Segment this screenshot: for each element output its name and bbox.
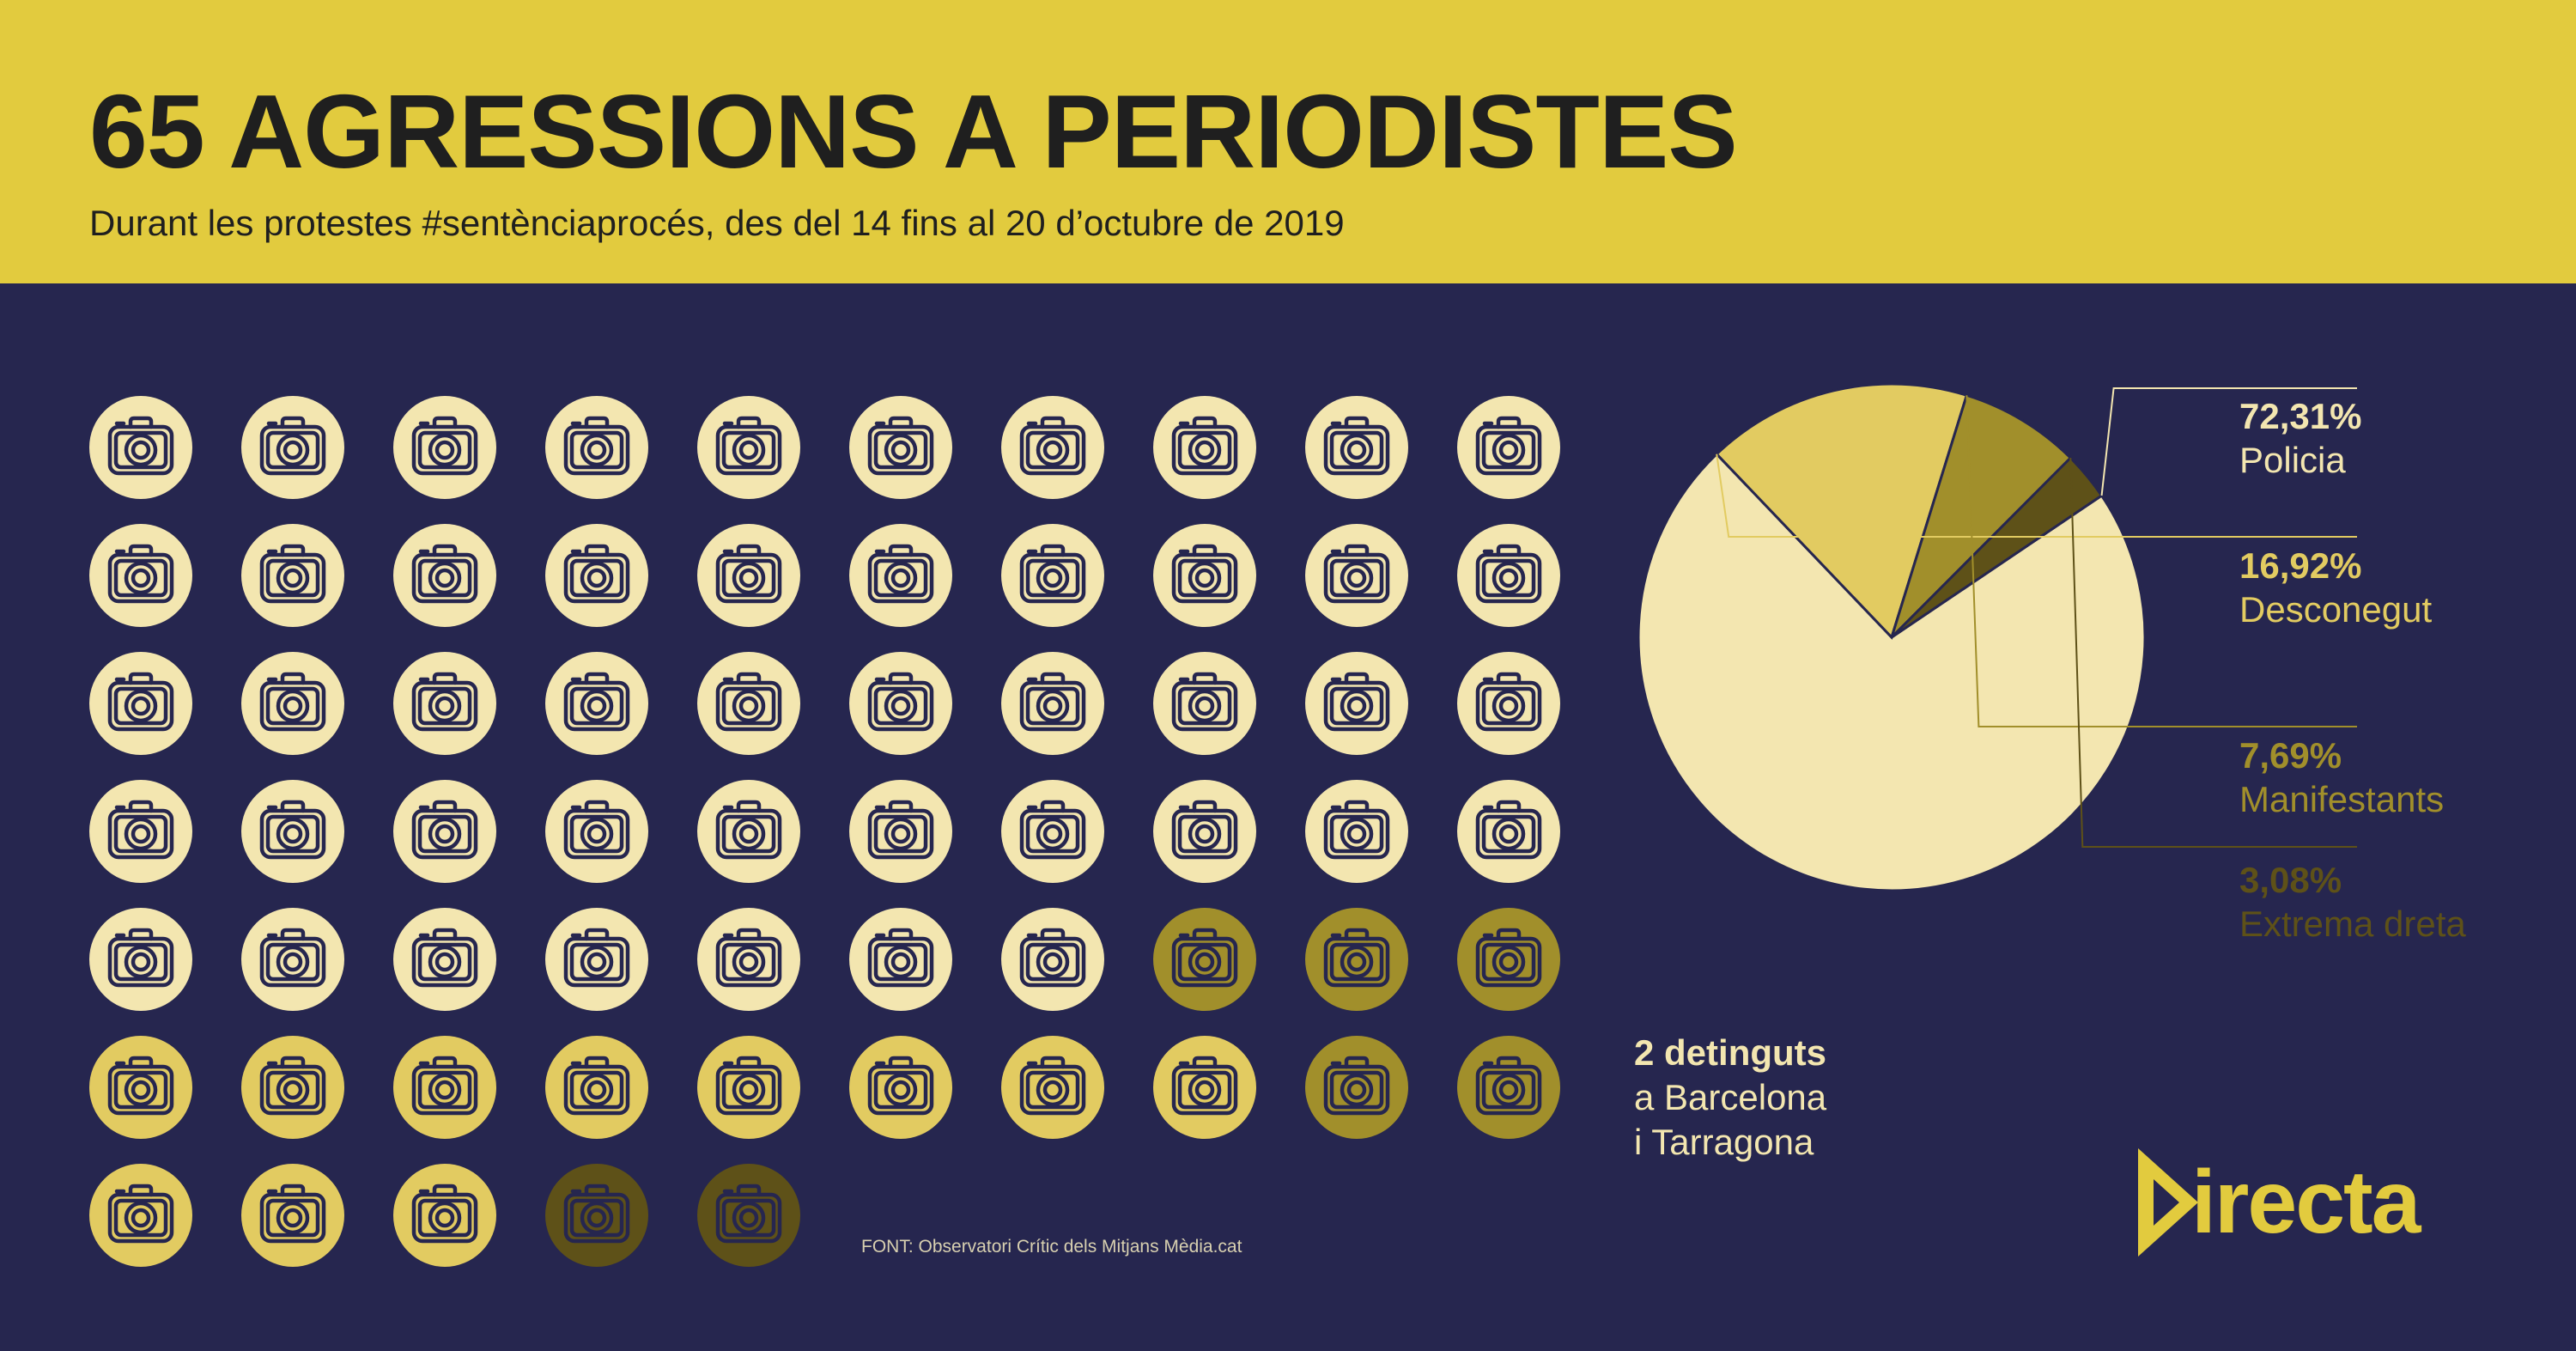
legend-desconegut: 16,92% Desconegut (2239, 545, 2432, 632)
directa-logo-mark (2138, 1148, 2198, 1257)
camera-icon (697, 652, 800, 755)
camera-icon (89, 1036, 192, 1139)
camera-icon (1001, 1036, 1104, 1139)
camera-icon (393, 524, 496, 627)
camera-icon (697, 780, 800, 883)
camera-icon (393, 1164, 496, 1267)
camera-icon (545, 1036, 648, 1139)
leader-line-extrema-dreta (2069, 458, 2357, 848)
camera-icon (849, 524, 952, 627)
legend-policia: 72,31% Policia (2239, 395, 2361, 483)
camera-icon (89, 396, 192, 499)
camera-icon (545, 396, 648, 499)
camera-icon (1001, 652, 1104, 755)
camera-icon (393, 652, 496, 755)
leader-line-desconegut (1716, 453, 2357, 538)
camera-icon (1305, 1036, 1408, 1139)
camera-icon (393, 908, 496, 1011)
pie-slice-policia (1637, 452, 2147, 892)
page-subtitle: Durant les protestes #sentènciaprocés, d… (89, 203, 1345, 243)
camera-icon (1457, 908, 1560, 1011)
camera-icon (393, 780, 496, 883)
arrests-location-line-1: a Barcelona (1634, 1077, 1827, 1117)
leader-line-policia (2100, 387, 2357, 496)
camera-icon (1153, 396, 1256, 499)
camera-icon (1153, 524, 1256, 627)
page-title: 65 AGRESSIONS A PERIODISTES (89, 73, 1738, 190)
legend-manifestants: 7,69% Manifestants (2239, 734, 2444, 822)
legend-label-desconegut: Desconegut (2239, 589, 2433, 630)
camera-icon (697, 1164, 800, 1267)
camera-icon (849, 396, 952, 499)
camera-icon (1305, 396, 1408, 499)
legend-label-policia: Policia (2239, 440, 2346, 480)
arrests-note: 2 detinguts a Barcelona i Tarragona (1634, 1031, 1826, 1165)
leader-line-manifestants (1965, 395, 2357, 727)
camera-icon (1457, 780, 1560, 883)
camera-icon (849, 908, 952, 1011)
camera-icon (1153, 1036, 1256, 1139)
camera-icon (89, 780, 192, 883)
camera-icon (241, 396, 344, 499)
camera-icon (1153, 908, 1256, 1011)
legend-extrema-dreta: 3,08% Extrema dreta (2239, 859, 2466, 946)
camera-icon (241, 524, 344, 627)
camera-icon (1457, 652, 1560, 755)
camera-icon (1001, 396, 1104, 499)
legend-percent-manifestants: 7,69% (2239, 735, 2342, 776)
camera-icon (697, 396, 800, 499)
camera-icon (849, 780, 952, 883)
camera-icon (89, 652, 192, 755)
camera-icon (697, 908, 800, 1011)
header-band: 65 AGRESSIONS A PERIODISTES Durant les p… (0, 0, 2576, 283)
camera-icon (1001, 524, 1104, 627)
camera-icon (545, 652, 648, 755)
camera-icon (697, 1036, 800, 1139)
camera-icon (1457, 1036, 1560, 1139)
arrests-location-line-2: i Tarragona (1634, 1122, 1814, 1162)
camera-icon (1153, 652, 1256, 755)
camera-icon (89, 1164, 192, 1267)
camera-icon (241, 780, 344, 883)
camera-icon (1305, 524, 1408, 627)
camera-icon (1153, 780, 1256, 883)
camera-icon (1305, 780, 1408, 883)
legend-percent-desconegut: 16,92% (2239, 545, 2362, 586)
camera-icon (545, 780, 648, 883)
arrests-count: 2 detinguts (1634, 1032, 1827, 1073)
legend-label-manifestants: Manifestants (2239, 779, 2445, 819)
camera-icon (89, 908, 192, 1011)
legend-percent-extrema-dreta: 3,08% (2239, 860, 2342, 900)
camera-icon (393, 396, 496, 499)
camera-icon (241, 1164, 344, 1267)
camera-icon (849, 1036, 952, 1139)
camera-icon (241, 652, 344, 755)
camera-icon (393, 1036, 496, 1139)
camera-icon (545, 1164, 648, 1267)
camera-icon (241, 908, 344, 1011)
camera-icon (1457, 396, 1560, 499)
pie-slice-desconegut (1715, 382, 1969, 640)
camera-icon (1305, 908, 1408, 1011)
camera-icon (545, 908, 648, 1011)
camera-icon (89, 524, 192, 627)
camera-icon (849, 652, 952, 755)
legend-percent-policia: 72,31% (2239, 396, 2362, 436)
camera-icon (1457, 524, 1560, 627)
pie-slice-manifestants (1890, 393, 2073, 639)
legend-label-extrema-dreta: Extrema dreta (2239, 904, 2466, 944)
camera-icon (1305, 652, 1408, 755)
camera-icon (1001, 780, 1104, 883)
camera-icon (241, 1036, 344, 1139)
directa-logo-text: irecta (2191, 1153, 2421, 1252)
directa-logo: irecta (2138, 1138, 2507, 1267)
camera-icon (545, 524, 648, 627)
camera-icon (1001, 908, 1104, 1011)
camera-icon (697, 524, 800, 627)
source-note: FONT: Observatori Crític dels Mitjans Mè… (861, 1237, 1242, 1257)
